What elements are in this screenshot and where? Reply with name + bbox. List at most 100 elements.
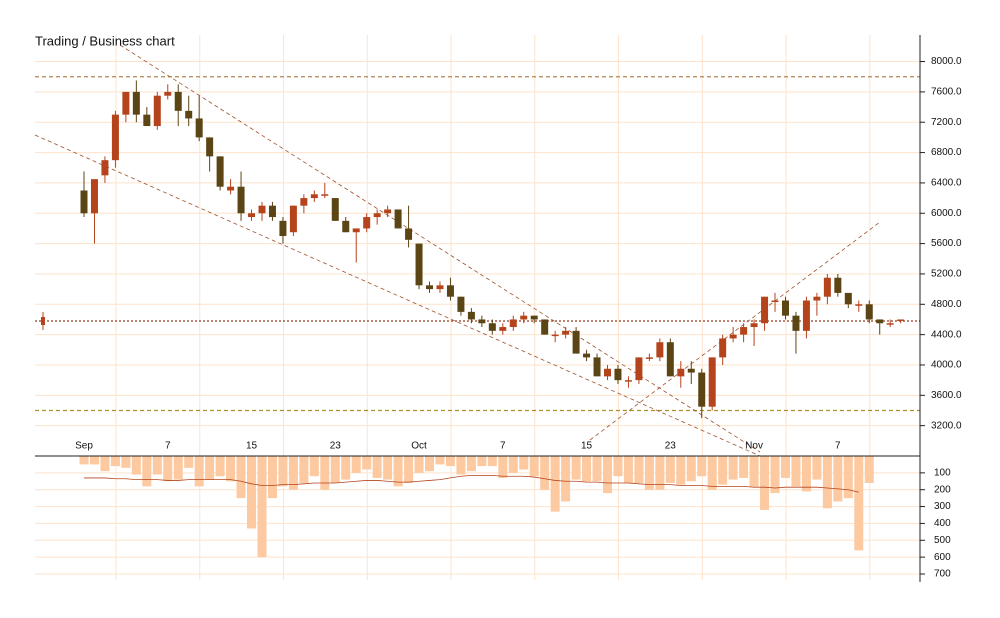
volume-bar [487,456,497,467]
volume-bar [100,456,110,472]
candle-body [876,319,884,324]
volume-bar [854,456,864,551]
candle-body [268,205,276,218]
candle-body [792,315,800,331]
candle-body [248,213,256,218]
y-tick-label: 4000.0 [931,360,962,371]
y-tick-label: 4400.0 [931,329,962,340]
candle-body [604,368,611,377]
x-tick-label: 23 [665,441,677,452]
volume-bar [770,456,780,494]
candle-body [457,296,465,312]
candle-body [645,357,653,359]
volume-bar [236,456,246,499]
trendline [119,44,761,453]
x-tick-label: Nov [745,441,763,452]
candle-body [185,110,193,119]
y-tick-label: 7600.0 [931,87,962,98]
x-tick-label: 7 [500,441,506,452]
candle-body [677,368,685,377]
volume-bar [173,456,183,480]
volume-bar [498,456,508,478]
volume-bar [110,456,120,467]
volume-bar [561,456,571,502]
candle-body [426,285,434,290]
volume-bar [351,456,361,473]
volume-bar [425,456,435,472]
candle-body [384,209,392,214]
volume-bar [728,456,738,480]
volume-bar [665,456,675,483]
volume-bar [267,456,277,499]
volume-bar [707,456,717,490]
y-tick-label: 8000.0 [931,56,962,67]
volume-bar [655,456,665,490]
volume-bar [309,456,319,477]
candle-body [467,311,475,320]
trendline [589,221,881,441]
candles [80,80,905,419]
volume-bar [393,456,403,487]
volume-bar [456,456,466,475]
volume-bar [571,456,581,480]
volume-bar [320,456,330,490]
candle-body [258,205,266,214]
volume-bar [152,456,162,475]
volume-bar [613,456,623,477]
candle-body [530,315,538,320]
y-tick-label: 5600.0 [931,238,962,249]
candle-body [666,342,674,377]
candle-body [541,319,549,335]
candle-body [300,198,308,206]
candle-body [279,220,287,237]
volume-bar [330,456,340,483]
candle-body [886,323,894,325]
candle-body [897,319,905,321]
volume-bar [79,456,89,465]
y2-tick-label: 200 [934,484,951,495]
candle-body [237,186,245,214]
volume-bar [634,456,644,483]
volume-bar [372,456,382,478]
volume-bar [592,456,602,482]
candle-body [656,342,664,358]
candle-body [216,156,224,187]
volume-bar [215,456,225,477]
volume-bar [508,456,518,473]
x-tick-label: 15 [246,441,258,452]
candle-body [122,91,130,115]
candle-body [164,91,172,96]
y2-tick-label: 100 [934,467,951,478]
volume-panel [79,456,874,558]
candle-body [206,137,214,157]
volume-bar [603,456,612,494]
volume-bar [697,456,707,477]
y-tick-label: 6400.0 [931,178,962,189]
volume-bar [194,456,204,487]
volume-bar [812,456,822,480]
candle-body [551,334,559,337]
reference-lines [35,76,920,412]
x-tick-label: 15 [581,441,593,452]
candle-body [635,357,643,381]
volume-bar [383,456,393,480]
volume-bar [288,456,298,490]
x-tick-label: 7 [835,441,841,452]
candle-body [781,300,789,316]
volume-bar [163,456,173,482]
candle-body [572,330,580,354]
volume-bar [466,456,476,472]
volume-bar [718,456,728,485]
candle-body [321,194,329,196]
candle-body [509,319,517,328]
y-tick-label: 6800.0 [931,147,962,158]
x-tick-label: Sep [75,441,93,452]
volume-bar [822,456,832,509]
volume-bar [341,456,351,480]
candle-body [227,186,235,191]
y-tick-label: 4800.0 [931,299,962,310]
y-tick-label: 3600.0 [931,390,962,401]
candle-body [520,315,528,320]
candle-body [488,323,496,331]
